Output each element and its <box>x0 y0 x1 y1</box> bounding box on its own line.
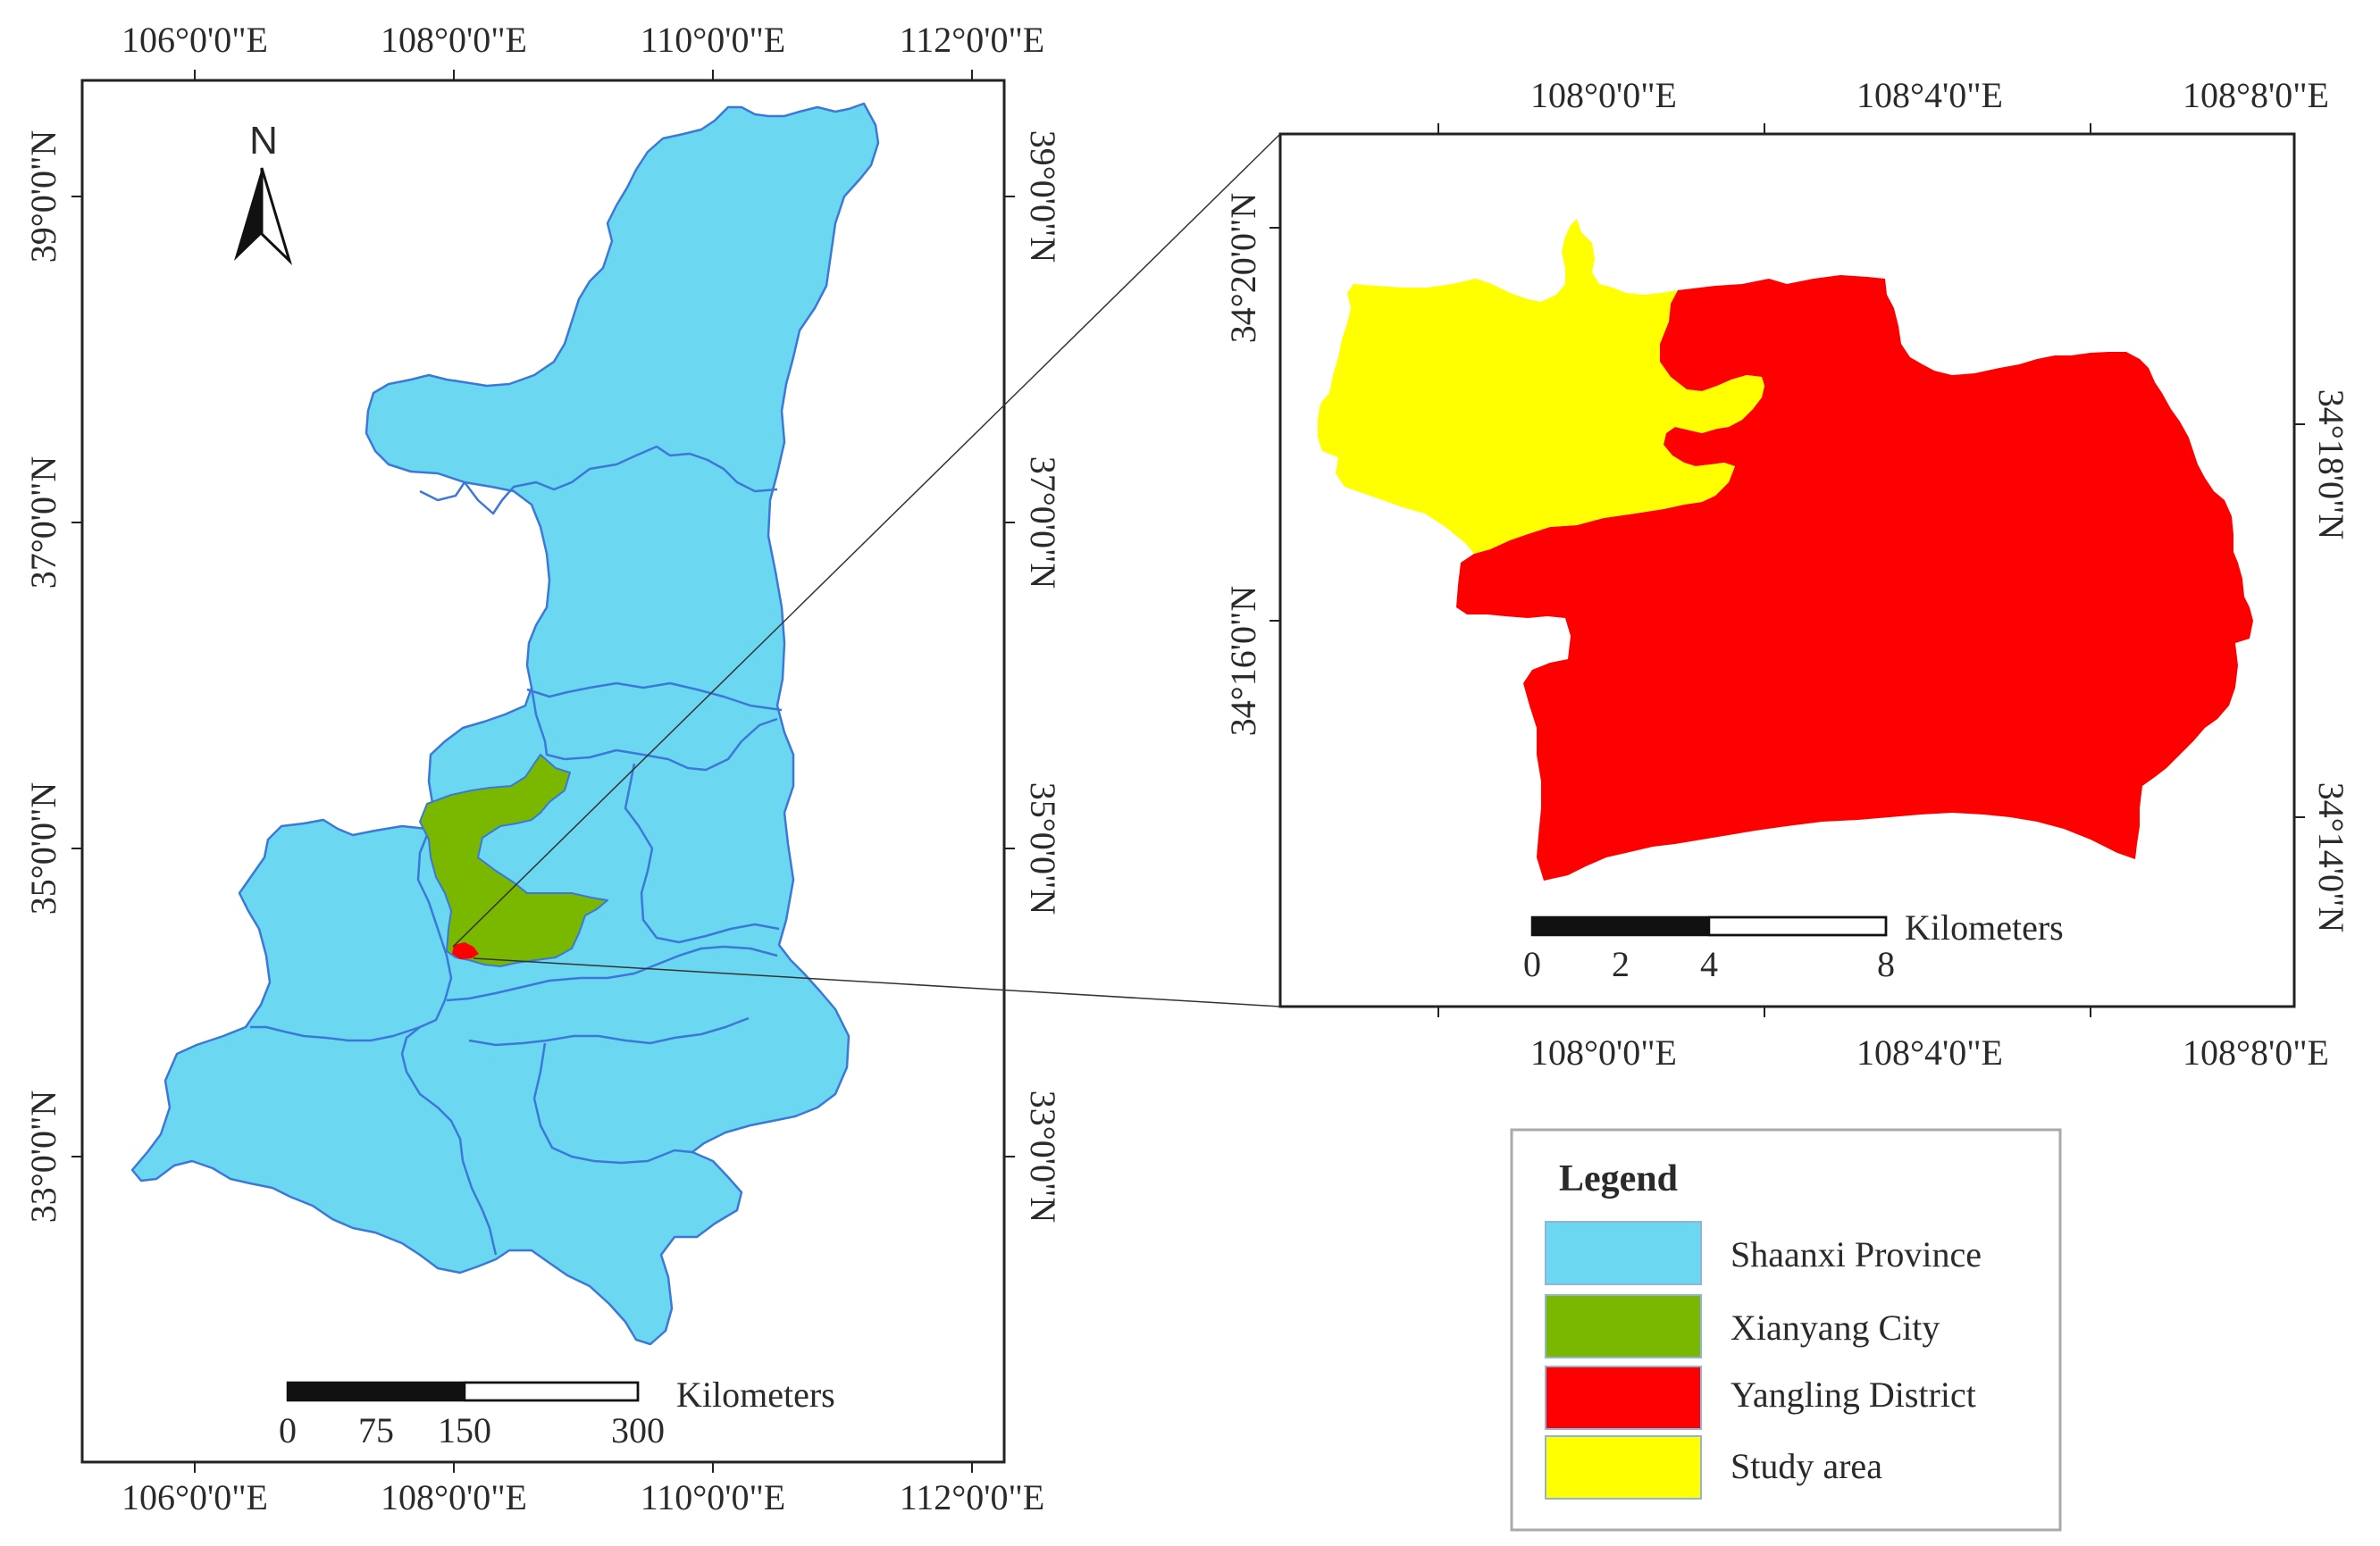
overview-top-tick-4: 112°0'0"E <box>900 20 1044 60</box>
overview-scalebar-unit: Kilometers <box>676 1375 835 1415</box>
overview-bottom-tick-1: 106°0'0"E <box>122 1477 268 1517</box>
overview-right-tick-3: 35°0'0"N <box>1023 782 1063 915</box>
overview-scalebar: Kilometers 0 75 150 300 <box>279 1375 835 1450</box>
overview-top-tick-3: 110°0'0"E <box>641 20 785 60</box>
inset-left-tick-1: 34°20'0"N <box>1223 193 1263 343</box>
inset-right-tick-1: 34°18'0"N <box>2311 389 2351 539</box>
overview-bottom-tick-2: 108°0'0"E <box>381 1477 527 1517</box>
legend-label-study-area: Study area <box>1731 1446 1882 1486</box>
overview-left-tick-1: 39°0'0"N <box>23 130 63 263</box>
yangling-district-shape <box>1456 275 2253 881</box>
north-arrow-icon: N <box>234 119 293 266</box>
legend-swatch-study-area <box>1545 1435 1702 1500</box>
overview-scalebar-label-0: 0 <box>279 1410 297 1450</box>
inset-scalebar-unit: Kilometers <box>1905 907 2064 948</box>
legend-swatch-yangling <box>1545 1366 1702 1430</box>
overview-scalebar-label-150: 150 <box>438 1410 491 1450</box>
yangling-district-marker <box>452 942 479 959</box>
inset-top-tick-2: 108°4'0"E <box>1856 75 2003 115</box>
overview-right-tick-2: 37°0'0"N <box>1023 456 1063 589</box>
overview-top-tick-2: 108°0'0"E <box>381 20 527 60</box>
inset-scalebar-label-2: 2 <box>1612 944 1630 984</box>
legend-label-yangling: Yangling District <box>1731 1375 1976 1415</box>
inset-left-tick-2: 34°16'0"N <box>1223 586 1263 736</box>
overview-bottom-tick-3: 110°0'0"E <box>641 1477 785 1517</box>
inset-connector-lines <box>452 133 1281 1007</box>
overview-scalebar-label-75: 75 <box>358 1410 394 1450</box>
inset-scalebar-label-8: 8 <box>1877 944 1895 984</box>
legend-swatch-xianyang <box>1545 1294 1702 1358</box>
inset-right-tick-2: 34°14'0"N <box>2311 782 2351 932</box>
inset-scalebar: Kilometers 0 2 4 8 <box>1523 907 2064 984</box>
legend-label-xianyang: Xianyang City <box>1731 1308 1940 1348</box>
xianyang-city-shape <box>419 754 608 967</box>
overview-top-tick-1: 106°0'0"E <box>122 20 268 60</box>
legend-title: Legend <box>1559 1158 1678 1199</box>
legend-swatch-shaanxi <box>1545 1221 1702 1285</box>
study-area-shape <box>1318 219 1764 554</box>
overview-map: 106°0'0"E 108°0'0"E 110°0'0"E 112°0'0"E … <box>23 20 1063 1517</box>
overview-scalebar-label-300: 300 <box>611 1410 665 1450</box>
inset-top-tick-1: 108°0'0"E <box>1530 75 1677 115</box>
inset-scalebar-label-0: 0 <box>1523 944 1541 984</box>
overview-tick-marks <box>71 70 1015 1473</box>
overview-left-tick-4: 33°0'0"N <box>23 1091 63 1223</box>
overview-left-tick-2: 37°0'0"N <box>23 456 63 589</box>
inset-top-tick-3: 108°8'0"E <box>2183 75 2329 115</box>
overview-right-tick-4: 33°0'0"N <box>1023 1091 1063 1223</box>
shaanxi-province-shape <box>130 102 880 1346</box>
inset-bottom-tick-3: 108°8'0"E <box>2183 1032 2329 1073</box>
overview-right-tick-1: 39°0'0"N <box>1023 130 1063 263</box>
north-arrow-label: N <box>249 119 278 163</box>
overview-bottom-tick-4: 112°0'0"E <box>900 1477 1044 1517</box>
legend-label-shaanxi: Shaanxi Province <box>1731 1234 1982 1274</box>
inset-tick-marks <box>1270 123 2305 1017</box>
inset-bottom-tick-1: 108°0'0"E <box>1530 1032 1677 1073</box>
overview-left-tick-3: 35°0'0"N <box>23 782 63 915</box>
prefecture-boundaries <box>250 445 783 1256</box>
inset-bottom-tick-2: 108°4'0"E <box>1856 1032 2003 1073</box>
inset-scalebar-label-4: 4 <box>1700 944 1718 984</box>
legend: Legend Shaanxi Province Xianyang City Ya… <box>1510 1128 2062 1532</box>
inset-map: 108°0'0"E 108°4'0"E 108°8'0"E 108°0'0"E … <box>1223 75 2351 1073</box>
